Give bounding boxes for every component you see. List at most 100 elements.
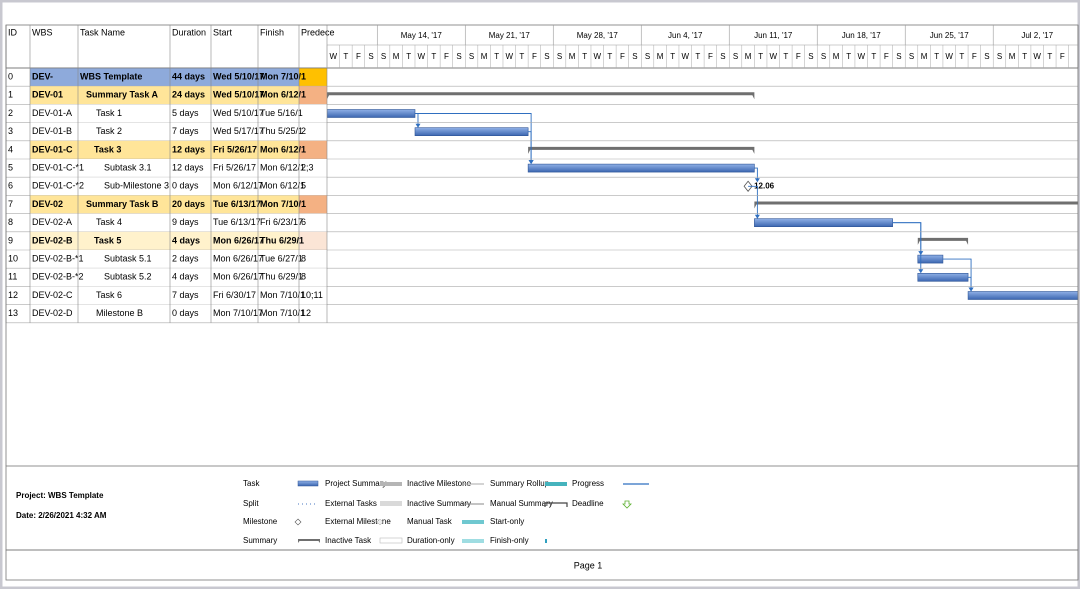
- legend-label: Deadline: [572, 499, 604, 508]
- cell-name: Task 1: [96, 108, 122, 118]
- day-letter: S: [896, 52, 901, 61]
- day-letter: T: [695, 52, 700, 61]
- cell-finish: Thu 6/29/1: [260, 235, 304, 245]
- cell-id: 7: [8, 199, 13, 209]
- cell-wbs: DEV-01-C: [32, 144, 73, 154]
- task-bar: [327, 109, 416, 118]
- day-letter: S: [720, 52, 725, 61]
- pred-cell: [299, 286, 327, 305]
- day-letter: W: [681, 52, 689, 61]
- day-letter: W: [417, 52, 425, 61]
- column-header: Duration: [172, 27, 206, 37]
- cell-duration: 20 days: [172, 199, 205, 209]
- day-letter: S: [733, 52, 738, 61]
- summary-bar: [528, 146, 755, 154]
- day-letter: F: [356, 52, 361, 61]
- cell-wbs: DEV-02-B-*1: [32, 253, 84, 263]
- day-letter: F: [1060, 52, 1065, 61]
- legend-label: Start-only: [490, 517, 524, 526]
- cell-pred: 8: [301, 253, 306, 263]
- legend-label: External Tasks: [325, 499, 377, 508]
- day-letter: F: [444, 52, 449, 61]
- cell-duration: 44 days: [172, 71, 205, 81]
- summary-bar: [917, 237, 969, 245]
- legend-label: Milestone: [243, 517, 278, 526]
- row-bg: [30, 286, 299, 305]
- week-label: Jun 4, '17: [668, 31, 703, 40]
- day-letter: W: [330, 52, 338, 61]
- cell-finish: Tue 5/16/1: [260, 108, 303, 118]
- pred-cell: [299, 177, 327, 196]
- legend-symbol: [380, 482, 402, 486]
- cell-start: Wed 5/10/17: [213, 108, 264, 118]
- cell-start: Wed 5/17/17: [213, 126, 264, 136]
- pred-cell: [299, 86, 327, 105]
- week-label: May 14, '17: [401, 31, 443, 40]
- day-letter: S: [997, 52, 1002, 61]
- legend-symbol: [380, 501, 402, 506]
- day-letter: T: [871, 52, 876, 61]
- day-letter: T: [758, 52, 763, 61]
- cell-id: 3: [8, 126, 13, 136]
- day-letter: T: [431, 52, 436, 61]
- cell-duration: 0 days: [172, 181, 199, 191]
- cell-pred: 2: [301, 126, 306, 136]
- day-letter: S: [821, 52, 826, 61]
- day-letter: T: [343, 52, 348, 61]
- cell-finish: Mon 6/12/1: [260, 181, 305, 191]
- week-label: May 28, '17: [577, 31, 619, 40]
- cell-finish: Mon 7/10/1: [260, 199, 306, 209]
- legend-label: Finish-only: [490, 536, 529, 545]
- cell-start: Mon 6/12/17: [213, 181, 263, 191]
- day-letter: S: [645, 52, 650, 61]
- cell-duration: 4 days: [172, 272, 199, 282]
- day-letter: M: [1009, 52, 1016, 61]
- legend-label: Summary Rollup: [490, 479, 550, 488]
- cell-name: WBS Template: [80, 71, 142, 81]
- summary-bar: [327, 92, 755, 100]
- pred-cell: [299, 304, 327, 323]
- day-letter: W: [1033, 52, 1041, 61]
- cell-wbs: DEV-01-A: [32, 108, 72, 118]
- legend-symbol: [294, 518, 302, 526]
- link-line: [748, 185, 758, 218]
- day-letter: T: [494, 52, 499, 61]
- column-header: Task Name: [80, 27, 125, 37]
- cell-name: Task 4: [96, 217, 122, 227]
- cell-start: Fri 5/26/17: [213, 162, 256, 172]
- page-box: [5, 549, 1079, 581]
- cell-start: Tue 6/13/17: [213, 217, 261, 227]
- row-bg: [30, 140, 299, 159]
- row-bg: [30, 177, 299, 196]
- day-letter: S: [456, 52, 461, 61]
- column-header: Predece: [301, 27, 335, 37]
- day-letter: T: [670, 52, 675, 61]
- pred-cell: [299, 213, 327, 232]
- cell-duration: 12 days: [172, 144, 205, 154]
- cell-start: Wed 5/10/17: [213, 90, 264, 100]
- day-letter: M: [657, 52, 664, 61]
- day-letter: T: [519, 52, 524, 61]
- cell-start: Mon 6/26/17: [213, 272, 263, 282]
- summary-bar: [754, 201, 1078, 209]
- row-bg: [30, 122, 299, 141]
- pred-cell: [299, 140, 327, 159]
- cell-id: 13: [8, 308, 18, 318]
- task-bar: [917, 272, 969, 282]
- pred-cell: [299, 195, 327, 214]
- cell-id: 12: [8, 290, 18, 300]
- cell-start: Mon 7/10/17: [213, 308, 263, 318]
- pred-cell: [299, 231, 327, 250]
- day-letter: F: [972, 52, 977, 61]
- cell-finish: Mon 7/10/1: [260, 290, 305, 300]
- day-letter: T: [783, 52, 788, 61]
- legend-symbol: [298, 539, 320, 543]
- cell-name: Subtask 5.2: [104, 272, 152, 282]
- pred-cell: [299, 159, 327, 178]
- legend-symbol: [379, 537, 403, 544]
- legend-label: Task: [243, 479, 260, 488]
- link-arrow: [918, 269, 924, 274]
- cell-start: Tue 6/13/17: [213, 199, 261, 209]
- column-header: Finish: [260, 27, 284, 37]
- legend-symbol: [544, 502, 568, 507]
